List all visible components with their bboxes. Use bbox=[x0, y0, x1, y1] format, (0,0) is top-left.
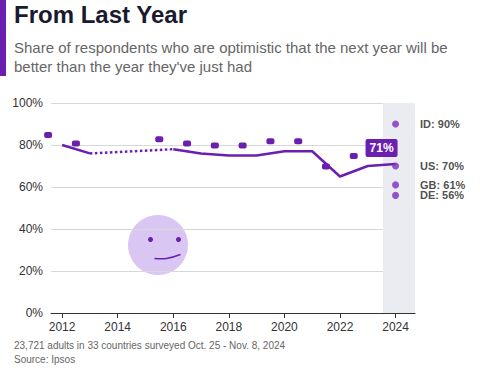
svg-text:0%: 0% bbox=[26, 306, 44, 320]
svg-text:US: 70%: US: 70% bbox=[420, 160, 464, 172]
svg-text:80%: 80% bbox=[19, 138, 43, 152]
svg-text:40%: 40% bbox=[19, 222, 43, 236]
svg-text:71%: 71% bbox=[370, 141, 394, 155]
svg-text:2014: 2014 bbox=[104, 320, 131, 334]
svg-text:100%: 100% bbox=[12, 96, 43, 110]
svg-text:ID: 90%: ID: 90% bbox=[420, 118, 460, 130]
svg-text:23,721 adults in 33 countries: 23,721 adults in 33 countries surveyed O… bbox=[14, 340, 286, 351]
svg-text:2022: 2022 bbox=[327, 320, 354, 334]
svg-text:2016: 2016 bbox=[160, 320, 187, 334]
svg-text:DE: 56%: DE: 56% bbox=[420, 189, 464, 201]
svg-text:20%: 20% bbox=[19, 264, 43, 278]
svg-text:60%: 60% bbox=[19, 180, 43, 194]
svg-text:Source: Ipsos: Source: Ipsos bbox=[14, 354, 75, 365]
svg-text:2020: 2020 bbox=[271, 320, 298, 334]
svg-text:2018: 2018 bbox=[215, 320, 242, 334]
svg-text:2024: 2024 bbox=[382, 320, 409, 334]
svg-text:GB: 61%: GB: 61% bbox=[420, 178, 466, 191]
svg-text:better than the year they've j: better than the year they've just had bbox=[14, 58, 252, 75]
svg-text:From Last Year: From Last Year bbox=[14, 1, 187, 28]
svg-text:2012: 2012 bbox=[49, 320, 76, 334]
svg-text:Share of respondents who are o: Share of respondents who are optimistic … bbox=[14, 39, 452, 56]
